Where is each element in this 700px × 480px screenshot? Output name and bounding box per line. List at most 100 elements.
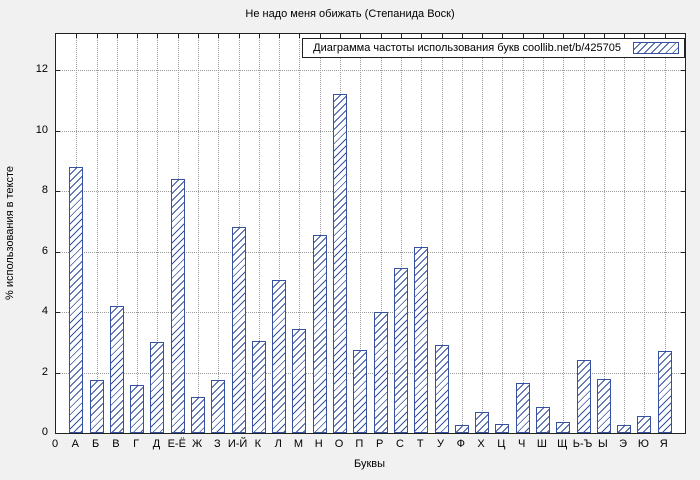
x-tick-label-Ю: Ю	[637, 438, 649, 450]
x-tick-mark	[482, 34, 484, 38]
y-tick-mark	[681, 433, 685, 434]
y-gridline	[56, 130, 685, 132]
x-tick-label-В: В	[112, 438, 120, 450]
x-gridline	[644, 34, 646, 433]
x-tick-mark	[76, 34, 78, 38]
y-tick-mark	[681, 251, 685, 253]
x-tick-mark	[177, 34, 179, 38]
bar-Я	[657, 351, 672, 433]
x-tick-mark	[563, 34, 565, 38]
bar-М	[292, 328, 307, 433]
x-tick-label-Т: Т	[416, 438, 424, 450]
bar-Б	[89, 380, 104, 433]
x-tick-label-Э: Э	[619, 438, 628, 450]
bar-О	[333, 94, 348, 433]
y-tick-label: 8	[41, 184, 48, 197]
y-tick-mark	[56, 191, 60, 193]
x-tick-mark	[238, 34, 240, 38]
x-tick-label-О: О	[334, 438, 344, 450]
x-gridline	[502, 34, 504, 433]
y-tick-mark	[56, 70, 60, 72]
y-tick-label: 4	[41, 305, 48, 318]
y-tick-label: 6	[41, 244, 48, 257]
bar-У	[434, 345, 449, 433]
x-gridline	[137, 34, 139, 433]
x-tick-mark	[258, 34, 260, 38]
x-tick-label-Щ: Щ	[557, 438, 568, 450]
y-tick-label: 10	[35, 123, 48, 136]
bar-Ш	[535, 407, 550, 433]
x-tick-origin: 0	[51, 438, 59, 450]
x-tick-label-Ь-Ъ: Ь-Ъ	[572, 438, 593, 450]
x-tick-label-Я: Я	[659, 438, 668, 450]
bar-Х	[475, 411, 490, 433]
bar-К	[251, 340, 266, 433]
x-gridline	[664, 34, 666, 433]
y-tick-mark	[56, 312, 60, 314]
legend: Диаграмма частоты использования букв coo…	[302, 38, 685, 58]
x-gridline	[441, 34, 443, 433]
x-tick-mark	[603, 34, 605, 38]
bar-Ц	[495, 423, 510, 433]
x-tick-mark	[380, 34, 382, 38]
bar-П	[353, 349, 368, 433]
bar-Щ	[556, 422, 571, 433]
x-tick-mark	[299, 34, 301, 38]
x-tick-label-Б: Б	[91, 438, 100, 450]
x-gridline	[279, 34, 281, 433]
x-gridline	[461, 34, 463, 433]
y-tick-mark	[56, 251, 60, 253]
x-gridline	[299, 34, 301, 433]
x-tick-label-Н: Н	[314, 438, 323, 450]
bar-Ч	[515, 383, 530, 433]
y-gridline	[56, 312, 685, 314]
x-gridline	[96, 34, 98, 433]
x-tick-label-Д: Д	[152, 438, 161, 450]
bar-Ю	[637, 416, 652, 433]
x-tick-label-Р: Р	[375, 438, 384, 450]
plot-area: Диаграмма частоты использования букв coo…	[55, 33, 686, 434]
x-gridline	[198, 34, 200, 433]
y-tick-mark	[56, 433, 60, 434]
x-gridline	[218, 34, 220, 433]
x-gridline	[421, 34, 423, 433]
x-gridline	[603, 34, 605, 433]
y-tick-label: 12	[35, 63, 48, 76]
y-tick-label: 2	[41, 365, 48, 378]
x-tick-mark	[583, 34, 585, 38]
bar-А	[69, 167, 84, 433]
x-tick-label-Ы: Ы	[597, 438, 608, 450]
y-tick-mark	[681, 70, 685, 72]
y-tick-mark	[681, 130, 685, 132]
legend-label: Диаграмма частоты использования букв coo…	[313, 42, 621, 54]
bar-Л	[272, 280, 287, 433]
x-axis-label: Буквы	[353, 458, 386, 470]
bar-Е-Ё	[170, 179, 185, 433]
y-tick-mark	[681, 372, 685, 374]
x-tick-mark	[137, 34, 139, 38]
x-tick-mark	[340, 34, 342, 38]
chart-title: Не надо меня обижать (Степанида Воск)	[245, 8, 455, 20]
x-gridline	[583, 34, 585, 433]
x-tick-mark	[319, 34, 321, 38]
x-gridline	[624, 34, 626, 433]
y-gridline	[56, 70, 685, 72]
legend-swatch hatch-pattern-icon	[633, 42, 679, 54]
x-tick-label-Г: Г	[133, 438, 140, 450]
x-tick-mark	[502, 34, 504, 38]
x-tick-mark	[461, 34, 463, 38]
x-tick-mark	[542, 34, 544, 38]
x-tick-label-Ц: Ц	[497, 438, 506, 450]
bar-Э	[617, 425, 632, 433]
x-tick-mark	[96, 34, 98, 38]
y-tick-mark	[681, 312, 685, 314]
y-tick-mark	[681, 191, 685, 193]
y-gridline	[56, 191, 685, 193]
x-tick-label-К: К	[254, 438, 262, 450]
bar-Ы	[596, 378, 611, 433]
bar-И-Й	[231, 227, 246, 433]
x-tick-label-Л: Л	[274, 438, 282, 450]
x-tick-mark	[198, 34, 200, 38]
x-gridline	[116, 34, 118, 433]
bar-Р	[373, 312, 388, 433]
